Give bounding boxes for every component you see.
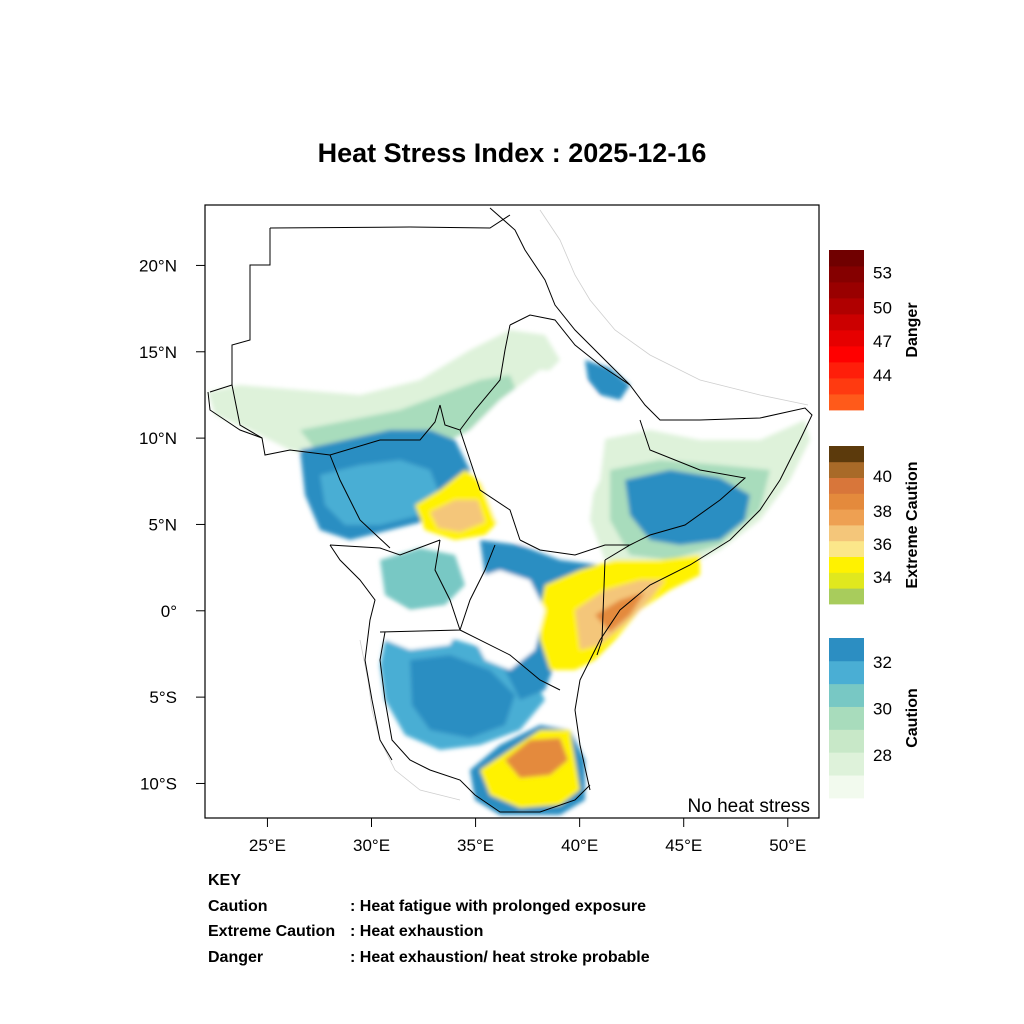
legend-label: 30 <box>873 699 892 718</box>
legend-label: 32 <box>873 653 892 672</box>
border-congo-coast <box>329 544 393 761</box>
legend-swatch <box>829 775 864 799</box>
legend-danger: 44 47 50 53 Danger <box>829 250 921 411</box>
heat-field <box>208 209 810 815</box>
border-drc-west <box>329 539 441 556</box>
border-sudan-eritrea <box>509 314 631 386</box>
x-tick-label: 35°E <box>457 836 494 855</box>
zone-caution-dark-east <box>625 470 750 545</box>
legend-swatch <box>829 282 864 299</box>
legend-swatch <box>829 493 864 510</box>
legend-swatch <box>829 461 864 478</box>
legend-swatch <box>829 752 864 776</box>
legend-label: 53 <box>873 263 892 282</box>
border-ethiopia-kenya <box>519 539 630 556</box>
border-egypt-sudan <box>269 214 511 229</box>
x-tick-label: 50°E <box>769 836 806 855</box>
legend-title: Danger <box>904 302 921 357</box>
legend-swatch <box>829 394 864 411</box>
legend-swatch <box>829 266 864 283</box>
x-tick-label: 25°E <box>249 836 286 855</box>
x-tick-label: 40°E <box>561 836 598 855</box>
x-tick-label: 45°E <box>665 836 702 855</box>
border-sudan-ssudan <box>439 404 521 541</box>
legend-swatch <box>829 706 864 730</box>
map-axes: 25°E 30°E 35°E 40°E 45°E 50°E 20°N 15°N 10°N 5°N 0… <box>139 256 806 855</box>
y-tick-label: 10°N <box>139 429 177 448</box>
map-title: Heat Stress Index : 2025-12-16 <box>317 138 707 168</box>
zone-caution-pale-sahel <box>208 330 560 460</box>
legend-label: 38 <box>873 502 892 521</box>
legend-swatch <box>829 362 864 379</box>
legend-label: 40 <box>873 467 892 486</box>
legend-swatch <box>829 638 864 662</box>
legend-group: 44 47 50 53 Danger 34 36 38 40 Extreme Caution 28 3… <box>829 250 921 799</box>
legend-swatch <box>829 588 864 605</box>
legend-label: 50 <box>873 299 892 318</box>
border-ethiopia-somalia <box>604 419 747 561</box>
legend-swatch <box>829 298 864 315</box>
zone-nostress-ethiopia <box>470 370 605 545</box>
zone-nostress-congo <box>380 600 460 650</box>
zone-caution-dark-north <box>585 360 630 400</box>
legend-swatch <box>829 346 864 363</box>
legend-label: 44 <box>873 366 892 385</box>
legend-extreme-caution: 34 36 38 40 Extreme Caution <box>829 446 921 605</box>
border-tz-moz <box>474 784 591 813</box>
legend-swatch <box>829 250 864 267</box>
legend-swatch <box>829 446 864 463</box>
border-drc-uganda <box>379 539 461 633</box>
legend-swatch <box>829 683 864 707</box>
zone-caution-mid-central <box>320 460 440 525</box>
zone-caution-west-lake <box>380 548 465 610</box>
zone-extreme-orange-somalia <box>595 592 645 632</box>
legend-swatch <box>829 314 864 331</box>
border-kenya-somalia <box>596 559 606 656</box>
border-horn-coast <box>574 384 813 791</box>
no-heat-stress-label: No heat stress <box>688 796 811 817</box>
legend-label: 28 <box>873 746 892 765</box>
zone-extreme-tan-sudan <box>430 500 485 532</box>
legend-label: 47 <box>873 332 892 351</box>
border-drc-lakes <box>379 631 476 796</box>
y-tick-label: 15°N <box>139 343 177 362</box>
border-ssudan-car <box>329 454 391 549</box>
border-west-coast <box>207 391 263 439</box>
legend-swatch <box>829 660 864 685</box>
y-tick-label: 0° <box>161 602 177 621</box>
legend-swatch <box>829 572 864 589</box>
y-tick-label: 5°N <box>148 515 177 534</box>
legend-caution: 28 30 32 Caution <box>829 638 921 799</box>
y-tick-label: 5°S <box>149 688 177 707</box>
legend-swatch <box>829 556 864 573</box>
border-chad-sudan <box>231 384 441 456</box>
border-red-sea <box>489 207 631 386</box>
legend-swatch <box>829 330 864 347</box>
legend-swatch <box>829 477 864 494</box>
legend-swatch <box>829 525 864 542</box>
legend-swatch <box>829 509 864 526</box>
coastline-faint <box>539 209 809 406</box>
legend-title: Extreme Caution <box>904 461 921 588</box>
legend-swatch <box>829 540 864 557</box>
legend-swatch <box>829 729 864 753</box>
legend-label: 34 <box>873 568 892 587</box>
border-kenya-tanzania <box>459 629 561 691</box>
x-tick-label: 30°E <box>353 836 390 855</box>
legend-label: 36 <box>873 535 892 554</box>
y-tick-label: 20°N <box>139 256 177 275</box>
legend-title: Caution <box>904 688 921 748</box>
country-borders <box>207 207 813 813</box>
y-tick-label: 10°S <box>140 774 177 793</box>
zone-caution-south-dark <box>410 655 515 738</box>
zone-extreme-orange-tz <box>505 738 568 778</box>
map-frame <box>204 204 820 819</box>
border-kenya-uganda <box>459 544 496 631</box>
legend-swatch <box>829 378 864 395</box>
zone-nostress-lakes <box>470 570 545 670</box>
border-sudan-ethiopia <box>459 324 511 431</box>
